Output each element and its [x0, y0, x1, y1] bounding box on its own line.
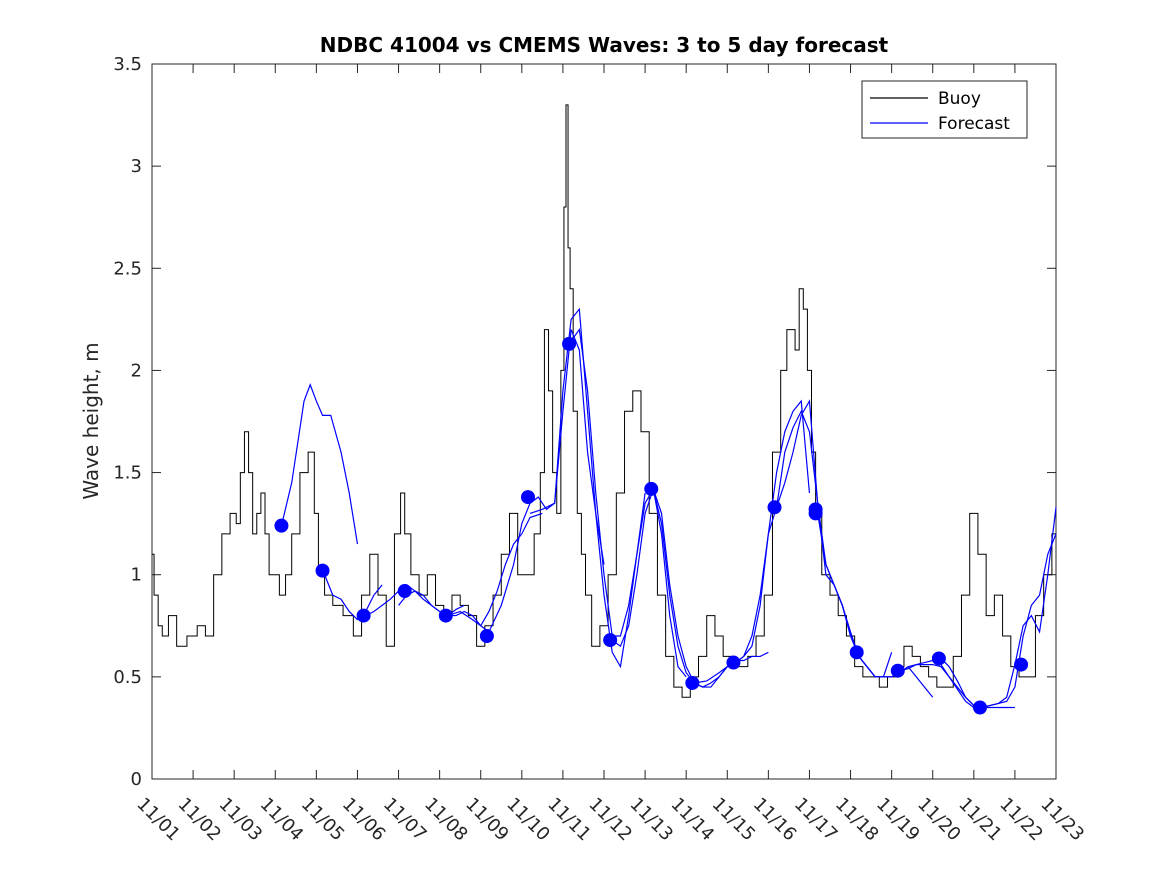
- series-forecast-segment-7: [529, 307, 646, 669]
- forecast-marker: [438, 608, 453, 623]
- series-forecast-segment-8: [568, 327, 687, 678]
- y-tick-label: 1.5: [113, 463, 142, 484]
- forecast-marker: [520, 490, 535, 505]
- series-forecast-segment-10: [652, 488, 769, 688]
- series-forecast-segment-1: [280, 383, 359, 545]
- legend-label-forecast: Forecast: [938, 114, 1010, 134]
- series-forecast-segment-6: [488, 329, 605, 633]
- forecast-marker: [972, 700, 987, 715]
- y-tick-label: 0.5: [113, 667, 142, 688]
- chart-title: NDBC 41004 vs CMEMS Waves: 3 to 5 day fo…: [320, 33, 889, 57]
- forecast-marker: [479, 629, 494, 643]
- y-axis-label: Wave height, m: [79, 342, 103, 499]
- forecast-marker: [315, 563, 330, 578]
- series-forecast-segment-5: [447, 512, 543, 627]
- forecast-marker: [603, 633, 618, 648]
- forecast-marker: [274, 518, 289, 533]
- y-tick-label: 3.5: [113, 54, 142, 75]
- series-forecast-segment-18: [981, 507, 1057, 709]
- forecast-marker: [1014, 657, 1029, 672]
- series-forecast-segment-12: [735, 399, 852, 664]
- y-tick-label: 2: [131, 360, 142, 381]
- forecast-marker: [726, 655, 741, 670]
- forecast-marker: [685, 675, 700, 690]
- y-tick-label: 3: [131, 156, 142, 177]
- forecast-marker: [849, 645, 864, 660]
- legend-box: [861, 80, 1028, 139]
- y-tick-label: 1: [131, 565, 142, 586]
- forecast-marker: [356, 608, 371, 623]
- series-forecast-segment-16: [899, 659, 1015, 709]
- series-forecast-segment-11: [694, 399, 811, 684]
- series-forecast-segment-2: [324, 574, 383, 621]
- marker-layer: [274, 336, 1029, 715]
- forecast-marker: [808, 506, 823, 521]
- forecast-marker: [931, 651, 946, 666]
- y-axis-ticks: 0 0.5 1 1.5 2 2.5 3 3.5: [113, 54, 1056, 790]
- forecast-marker: [644, 481, 659, 496]
- legend-label-buoy: Buoy: [938, 89, 981, 109]
- y-tick-label: 0: [131, 769, 142, 790]
- forecast-marker: [767, 500, 782, 515]
- series-forecast-segment-9: [611, 486, 728, 688]
- legend: Buoy Forecast: [861, 80, 1028, 139]
- forecast-marker: [890, 663, 905, 678]
- forecast-marker: [397, 584, 412, 599]
- y-tick-label: 2.5: [113, 258, 142, 279]
- forecast-marker: [562, 336, 577, 351]
